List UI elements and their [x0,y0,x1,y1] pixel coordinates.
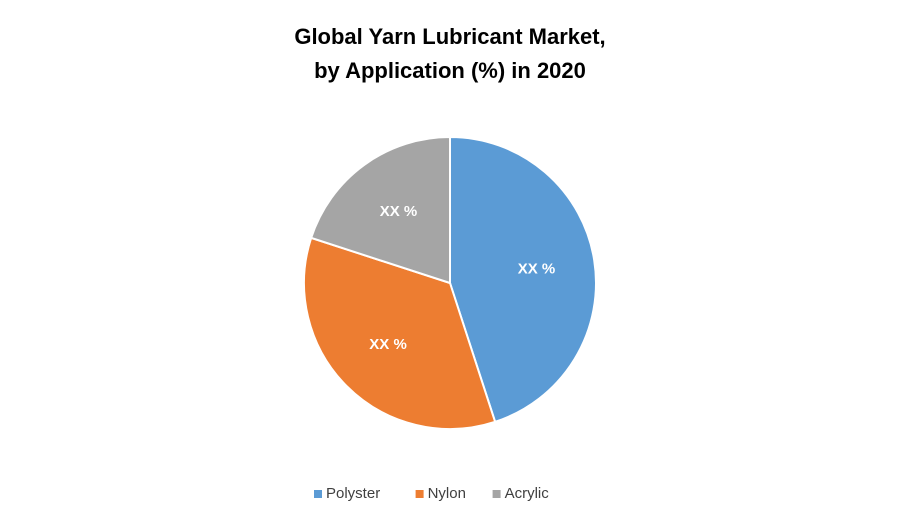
legend-swatch [492,490,501,498]
legend-label: Acrylic [505,485,550,502]
pie-slice [309,135,451,285]
data-label: XX % [518,260,556,277]
chart-title: by Application (%) in 2020 [314,58,586,83]
data-label: XX % [380,203,418,220]
pie-slice [449,135,597,424]
data-label: XX % [369,336,407,353]
chart-title: Global Yarn Lubricant Market, [294,24,605,49]
legend-swatch [415,490,424,498]
legend-label: Polyster [326,485,380,502]
legend-swatch [314,490,322,498]
legend-label: Nylon [428,485,466,502]
pie-slice [303,236,497,430]
